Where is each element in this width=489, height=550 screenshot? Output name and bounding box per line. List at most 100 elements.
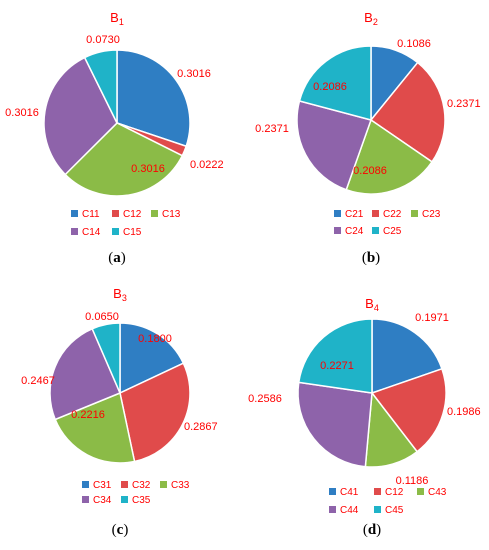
legend-swatch [374,506,381,513]
legend-swatch [417,488,424,495]
legend-entry: C21 [345,209,364,220]
legend-entry: C35 [132,495,151,506]
caption-letter: d [368,522,377,538]
data-label: 0.2371 [447,98,481,110]
caption-open-paren: ( [363,522,368,538]
data-label: 0.2271 [320,360,354,372]
caption-open-paren: ( [108,250,113,266]
data-label: 0.2086 [353,165,387,177]
data-label: 0.0222 [190,159,224,171]
data-label: 0.2586 [248,393,282,405]
data-label: 0.3016 [5,107,39,119]
chart-title-main: B [113,286,122,301]
caption-open-paren: ( [362,250,367,266]
legend-swatch [71,228,78,235]
data-label: 0.1971 [415,312,449,324]
legend-entry: C41 [340,487,359,498]
data-label: 0.3016 [131,163,165,175]
legend-swatch [372,227,379,234]
legend-entry: C23 [422,209,441,220]
legend-swatch [82,496,89,503]
legend-entry: C32 [132,480,151,491]
pie-slice [64,122,184,197]
pie-slice [83,49,118,124]
data-label: 0.2216 [71,409,105,421]
legend-swatch [372,210,379,217]
pie-slice [370,367,447,453]
chart-title-main: B [365,296,374,311]
legend: C31 C32 C33 C34 C35 [82,480,190,506]
caption-open-paren: ( [112,522,117,538]
pie-slice [119,322,185,395]
panel-caption: (c) [112,522,129,538]
legend-swatch [112,210,119,217]
legend: C21 C22 C23 C24 C25 [334,209,441,237]
data-label: 0.2371 [255,123,289,135]
pie-slice [296,100,372,191]
pie-chart-d: B4 0.1971 0.1986 0.1186 0.2586 0.2271 C41 C12 C4… [248,296,480,538]
data-label: 0.0650 [85,311,119,323]
panel-caption: (d) [363,522,381,538]
legend-entry: C31 [93,480,112,491]
legend-swatch [329,506,336,513]
pie-slice [297,381,373,468]
legend: C11 C12 C13 C14 C15 [71,209,181,238]
legend-entry: C12 [385,487,404,498]
legend-entry: C33 [171,480,190,491]
legend-swatch [71,210,78,217]
legend-entry: C44 [340,505,359,516]
legend-entry: C14 [82,227,101,238]
panel-caption: (a) [108,250,126,266]
chart-title: B3 [113,286,127,303]
data-label: 0.1986 [447,406,481,418]
caption-letter: b [367,250,375,266]
legend-swatch [121,481,128,488]
legend-swatch [334,210,341,217]
legend-swatch [160,481,167,488]
pie-slice [116,49,191,148]
caption-close-paren: ) [376,522,381,538]
data-label: 0.1086 [397,38,431,50]
legend: C41 C12 C43 C44 C45 [329,487,447,516]
pie-slice [297,318,373,394]
legend-swatch [329,488,336,495]
chart-title-subscript: 1 [119,17,124,27]
legend-swatch [121,496,128,503]
legend-swatch [334,227,341,234]
chart-title-subscript: 3 [122,293,127,303]
pie-slice [54,391,136,464]
caption-letter: c [117,522,124,538]
pie-slice [91,322,121,394]
legend-swatch [151,210,158,217]
legend-entry: C15 [123,227,142,238]
legend-entry: C24 [345,226,364,237]
chart-title: B2 [364,10,378,27]
data-label: 0.1186 [396,475,429,487]
legend-swatch [82,481,89,488]
legend-entry: C25 [383,226,402,237]
data-label: 0.2867 [184,421,218,433]
data-label: 0.2086 [313,81,347,93]
legend-swatch [374,488,381,495]
legend-entry: C43 [428,487,447,498]
legend-swatch [411,210,418,217]
chart-title: B4 [365,296,379,313]
pie-slice [49,327,121,421]
pie-slice [345,118,434,195]
caption-letter: a [113,250,121,266]
caption-close-paren: ) [123,522,128,538]
data-label: 0.0730 [86,34,120,46]
pie-slice [119,362,191,463]
legend-entry: C12 [123,209,142,220]
chart-title-subscript: 4 [374,303,379,313]
chart-title: B1 [110,10,124,27]
chart-title-subscript: 2 [373,17,378,27]
data-label: 0.3016 [177,68,211,80]
legend-entry: C34 [93,495,112,506]
data-label: 0.1800 [138,333,172,345]
